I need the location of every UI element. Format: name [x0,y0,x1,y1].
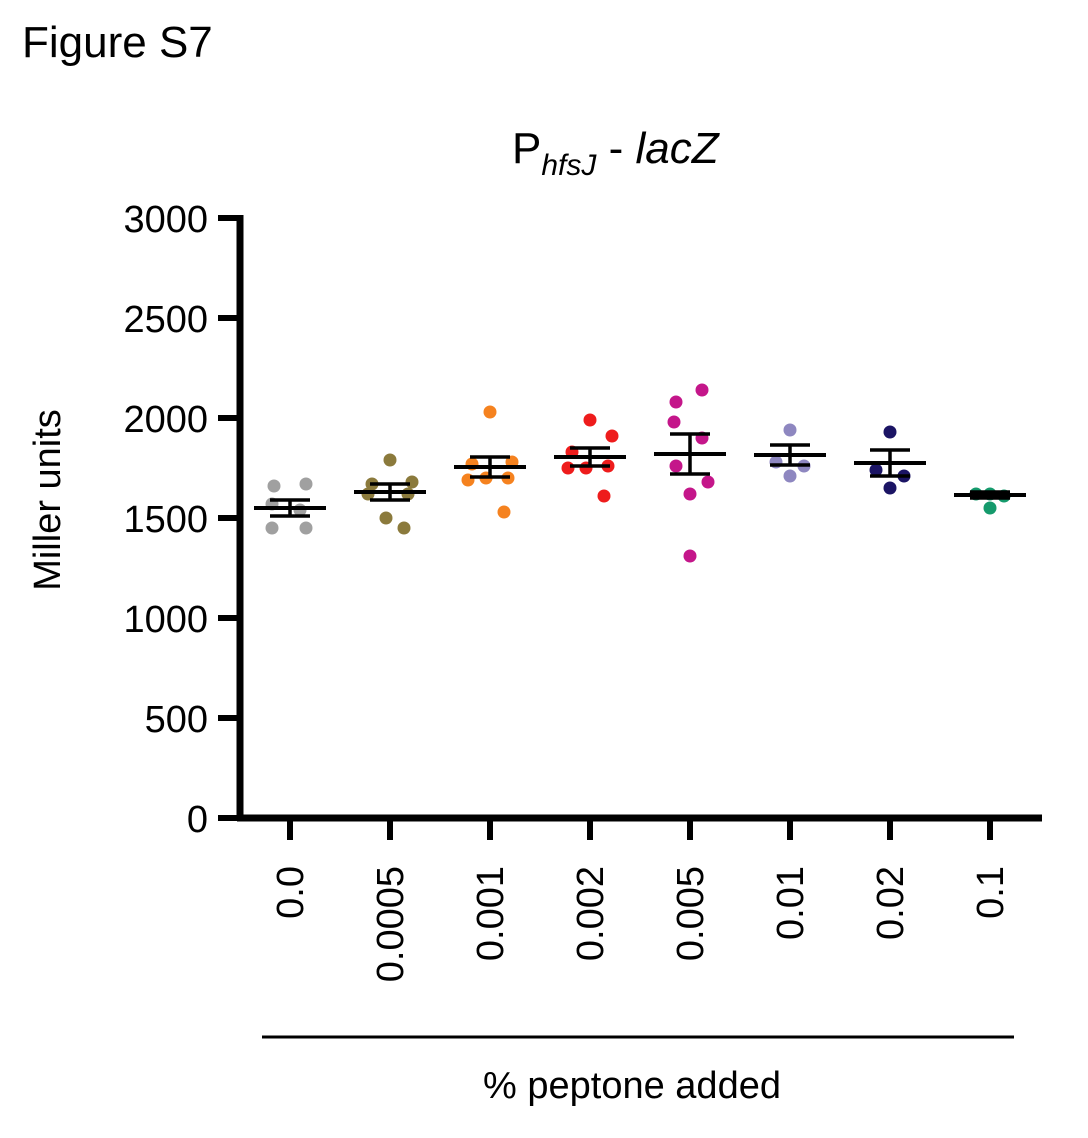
chart-title: PhfsJ - lacZ [512,124,721,182]
data-point [299,521,313,535]
x-tick-label: 0.005 [670,866,712,961]
x-tick-label: 0.01 [770,866,812,940]
y-axis-label: Miller units [27,409,69,591]
data-point [783,423,797,437]
data-point [379,511,393,525]
data-point [483,405,497,419]
data-point [683,487,697,501]
x-tick-label: 0.0 [270,866,312,919]
y-tick-label: 0 [187,799,208,841]
data-point [397,521,411,535]
data-point [669,395,683,409]
figure-label: Figure S7 [22,18,213,67]
data-point [561,461,575,475]
x-tick-label: 0.0005 [370,866,412,982]
data-point [583,413,597,427]
x-tick-label: 0.02 [870,866,912,940]
data-point [605,429,619,443]
data-point [667,415,681,429]
y-tick-label: 1000 [123,599,208,641]
data-point [883,481,897,495]
data-point [299,477,313,491]
y-tick-label: 2500 [123,299,208,341]
data-point [497,505,511,519]
x-axis-label: % peptone added [483,1065,781,1107]
data-point [597,489,611,503]
x-tick-label: 0.002 [570,866,612,961]
title-separator: - [596,124,635,173]
data-point [405,475,419,489]
axes: 0 500 1000 1500 2000 2500 3000 0.0 0.0005 0.001 0.… [123,199,1042,982]
data-marks [254,383,1026,563]
title-subscript: hfsJ [541,149,597,182]
data-point [869,463,883,477]
x-tick-label: 0.1 [970,866,1012,919]
data-point [701,475,715,489]
data-point [265,521,279,535]
data-point [695,383,709,397]
y-tick-label: 3000 [123,199,208,241]
data-point [383,453,397,467]
data-point [783,469,797,483]
y-tick-label: 500 [145,699,208,741]
title-gene: lacZ [636,124,721,173]
data-point [669,459,683,473]
data-point [267,479,281,493]
data-point [983,501,997,515]
y-tick-label: 1500 [123,499,208,541]
y-tick-label: 2000 [123,399,208,441]
data-point [883,425,897,439]
x-tick-label: 0.001 [470,866,512,961]
data-point [683,549,697,563]
title-main: P [512,124,541,173]
